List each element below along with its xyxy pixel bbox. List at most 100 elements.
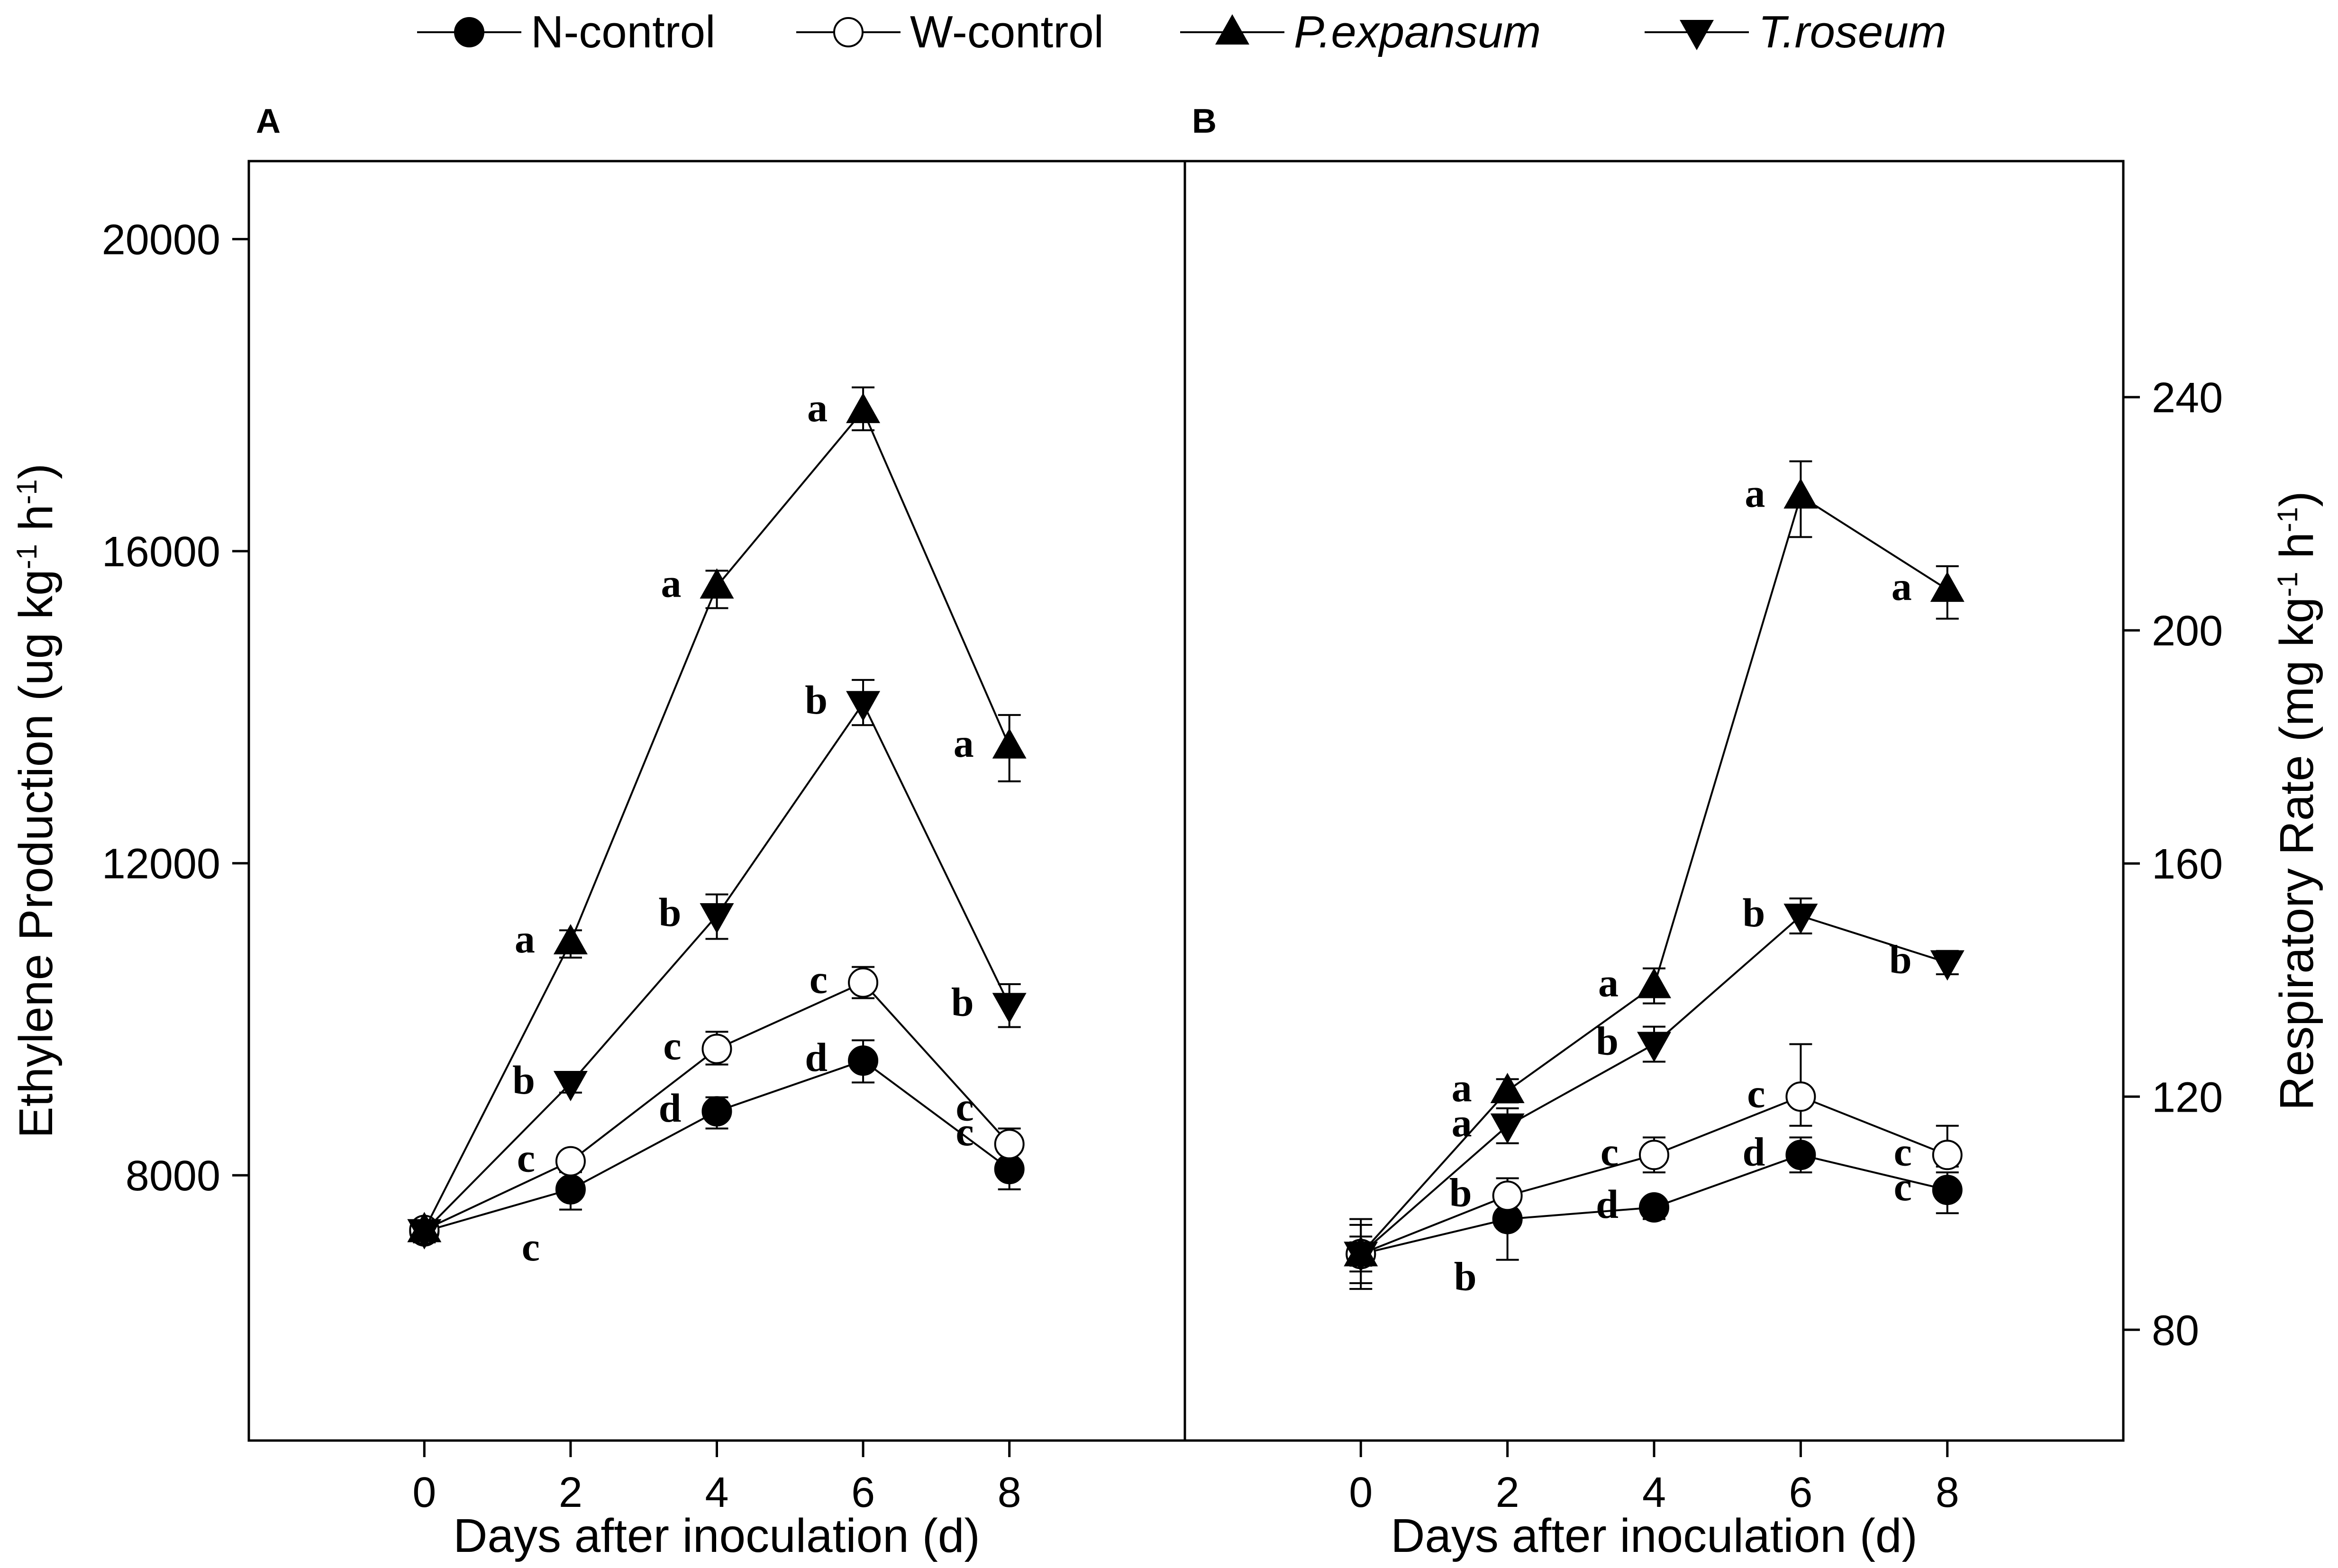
legend-label-w-control: W-control: [910, 7, 1104, 57]
panel-a-point-w-control-8: [994, 1129, 1025, 1160]
panel-a-point-t-roseum-4: [700, 903, 734, 934]
panel-b-xtick-label-2: 2: [1496, 1469, 1519, 1516]
panel-b-letter-w-control-8: c: [1894, 1129, 1912, 1174]
panel-a-point-t-roseum-6: [846, 691, 881, 722]
panel-a-ylabel-main: Ethylene Production (ug kg: [9, 569, 63, 1138]
panel-b-letter-n-control-2: b: [1454, 1254, 1477, 1299]
panel-a-letter-p-expansum-6: a: [807, 385, 828, 430]
panel-a-ytick-label-20000: 20000: [102, 217, 220, 264]
panel-a-line-t-roseum: [423, 701, 1010, 1233]
panel-a-xlabel: Days after inoculation (d): [453, 1509, 980, 1562]
panel-b-ylabel-sup2: -1: [2272, 507, 2303, 532]
panel-b-point-p-expansum-6: [1783, 478, 1818, 509]
panel-a-ylabel-sup1: -1: [11, 544, 43, 569]
panel-a-point-p-expansum-6: [846, 392, 881, 423]
panel-a-xtick-label-2: 2: [559, 1469, 582, 1516]
panel-a-point-p-expansum-4: [700, 568, 734, 599]
panel-b-letter-t-roseum-2: a: [1452, 1100, 1472, 1145]
panel-b-point-t-roseum-4: [1637, 1032, 1671, 1062]
panel-a-series-p-expansum: a a a a: [407, 385, 1027, 1242]
panel-a-xtick-label-0: 0: [412, 1469, 436, 1516]
panel-a-letter-w-control-2: c: [517, 1135, 535, 1181]
panel-b-point-p-expansum-8: [1930, 571, 1965, 602]
panel-a-ylabel-sup2: -1: [11, 479, 43, 504]
panel-b-letter-p-expansum-2: a: [1452, 1065, 1472, 1110]
panel-b-xtick-label-0: 0: [1349, 1469, 1373, 1516]
panel-a-letter-w-control-8: c: [956, 1084, 974, 1129]
panel-b-letter-n-control-8: c: [1894, 1164, 1912, 1209]
panel-b-point-w-control-2: [1492, 1180, 1523, 1211]
panel-a-letter-t-roseum-6: b: [805, 677, 828, 723]
panel-b-point-t-roseum-6: [1783, 903, 1818, 934]
panel-b-point-n-control-6: [1785, 1140, 1816, 1170]
legend-entry-p-expansum: P.expansum: [1180, 7, 1541, 57]
panel-b-letter-w-control-6: c: [1747, 1070, 1765, 1116]
panel-b-xtick-label-4: 4: [1642, 1469, 1666, 1516]
panel-a-point-p-expansum-8: [992, 728, 1027, 759]
legend-label-t-roseum: T.roseum: [1758, 7, 1947, 57]
panel-b-label: B: [1192, 102, 1217, 140]
panel-b-letter-t-roseum-6: b: [1743, 890, 1765, 935]
panel-a-label: A: [256, 102, 281, 140]
panel-b-letter-w-control-4: c: [1601, 1129, 1619, 1174]
panel-b-ytick-label-120: 120: [2152, 1074, 2223, 1121]
panel-a-point-w-control-6: [848, 967, 879, 998]
panel-b-xtick-label-8: 8: [1936, 1469, 1959, 1516]
panel-a-letter-t-roseum-2: b: [512, 1057, 535, 1103]
panel-b-ytick-label-80: 80: [2152, 1307, 2199, 1354]
panel-b-point-w-control-6: [1785, 1081, 1816, 1112]
panel-a-letter-n-control-2: c: [522, 1224, 540, 1269]
panel-b-ylabel-main: Respiratory Rate (mg kg: [2270, 597, 2323, 1111]
panel-b-ylabel-sup1: -1: [2272, 572, 2303, 597]
panel-a-point-t-roseum-8: [992, 993, 1027, 1024]
panel-b-point-t-roseum-2: [1490, 1113, 1525, 1144]
panel-b-point-t-roseum-8: [1930, 950, 1965, 981]
legend: N-control W-control P.expansum T.roseum: [417, 7, 1947, 57]
panel-a-letter-t-roseum-4: b: [659, 889, 682, 935]
legend-marker-p-expansum: [1215, 14, 1249, 45]
panel-b-ticks: 0 2 4 6 8 80 120 160 200 240: [1349, 374, 2223, 1516]
legend-marker-w-control: [833, 17, 864, 47]
panel-a-frame: [247, 160, 1186, 1442]
legend-label-n-control: N-control: [531, 7, 715, 57]
panel-a-point-n-control-2: [555, 1174, 586, 1205]
panel-b-ylabel-mid: h: [2270, 532, 2323, 571]
panel-a-ylabel: Ethylene Production (ug kg-1 h-1): [9, 463, 63, 1138]
legend-label-p-expansum: P.expansum: [1294, 7, 1541, 57]
panel-a-xtick-label-6: 6: [851, 1469, 875, 1516]
legend-marker-t-roseum: [1680, 20, 1714, 50]
panel-a-point-t-roseum-2: [553, 1070, 588, 1101]
panel-a-series-t-roseum: b b b b: [407, 677, 1027, 1250]
panel-a-xtick-label-4: 4: [705, 1469, 728, 1516]
panel-b-point-p-expansum-4: [1637, 968, 1671, 998]
panel-a-point-n-control-4: [701, 1096, 732, 1127]
panel-b-point-n-control-8: [1932, 1175, 1963, 1205]
panel-a-ytick-label-16000: 16000: [102, 528, 220, 576]
panel-b-point-w-control-8: [1932, 1140, 1963, 1170]
panel-b-ytick-label-240: 240: [2152, 374, 2223, 422]
panel-a-letter-p-expansum-2: a: [515, 916, 535, 961]
panel-a-ticks: 0 2 4 6 8 8000 12000 16000 20000: [102, 217, 1021, 1516]
panel-b-letter-t-roseum-4: b: [1596, 1018, 1619, 1064]
panel-b-frame: [1183, 160, 2125, 1442]
panel-b-ytick-label-200: 200: [2152, 607, 2223, 655]
panel-a-point-n-control-6: [848, 1045, 879, 1076]
legend-entry-t-roseum: T.roseum: [1645, 7, 1947, 57]
panel-a-letter-p-expansum-4: a: [661, 560, 682, 606]
panel-b-point-t-roseum-0: [1344, 1242, 1378, 1272]
panel-b-letter-p-expansum-8: a: [1892, 563, 1912, 609]
panel-b-letter-p-expansum-4: a: [1598, 960, 1619, 1006]
panel-a-point-w-control-4: [701, 1033, 732, 1064]
legend-entry-n-control: N-control: [417, 7, 715, 57]
panel-a-ytick-label-8000: 8000: [126, 1152, 220, 1200]
panel-b-letter-n-control-6: d: [1743, 1129, 1765, 1174]
panel-a-letter-w-control-6: c: [810, 957, 828, 1002]
panel-b-ytick-label-160: 160: [2152, 841, 2223, 888]
panel-a-ylabel-mid: h: [9, 505, 63, 544]
